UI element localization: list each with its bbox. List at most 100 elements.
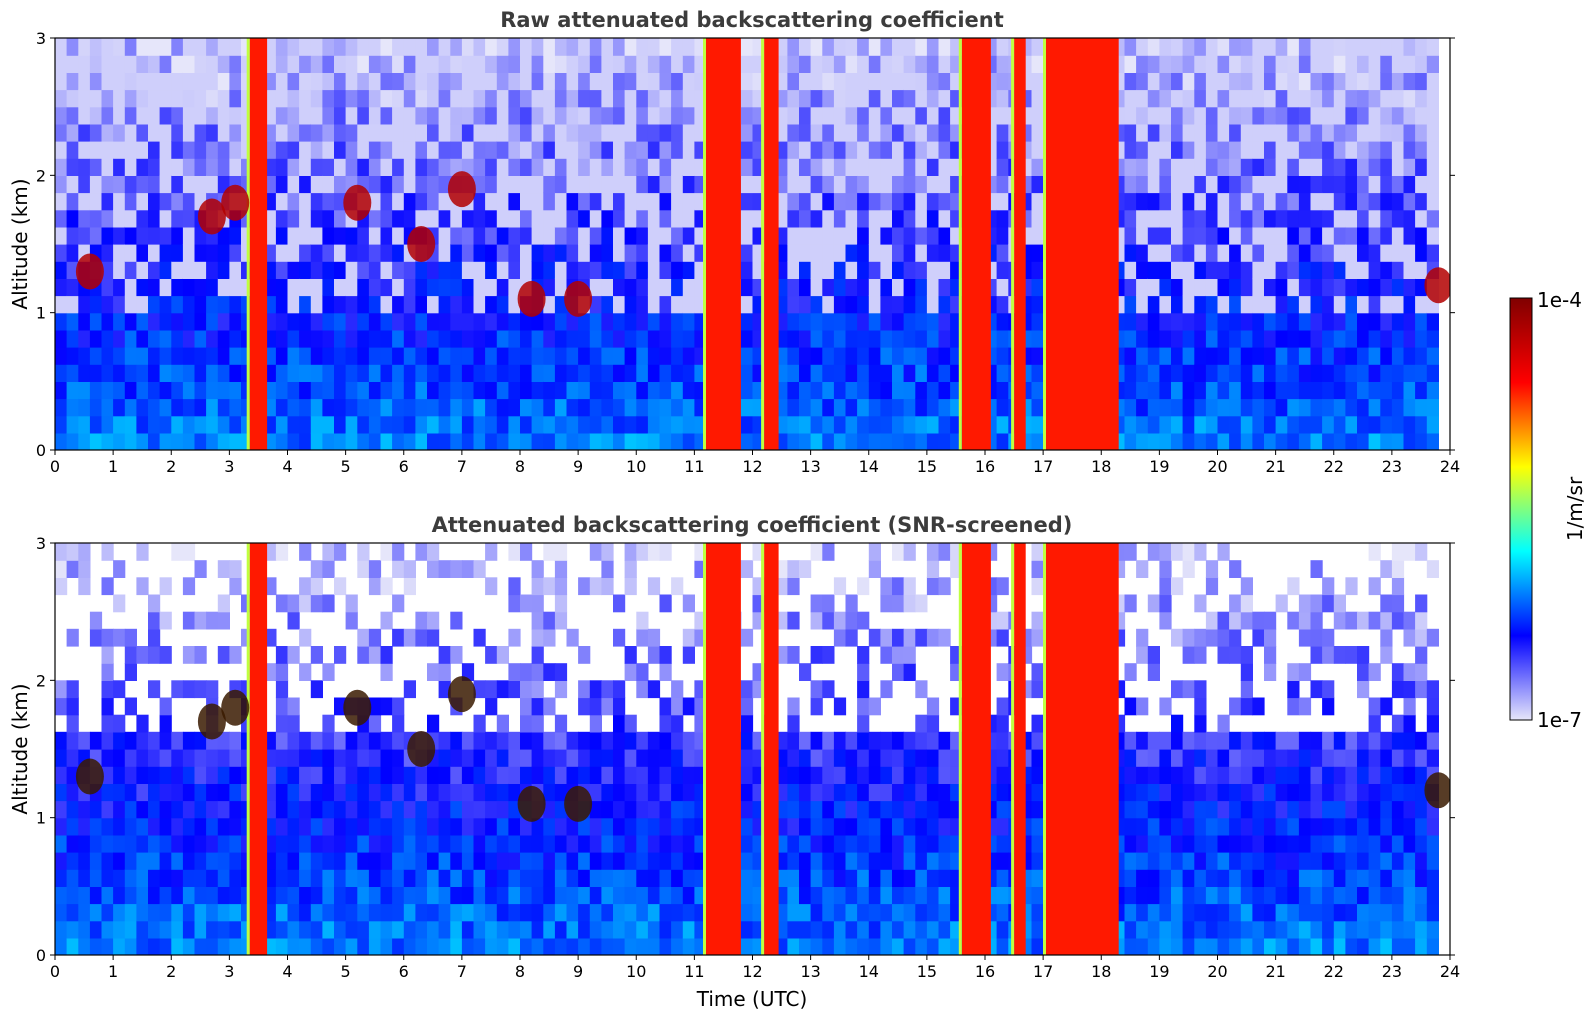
heatmap-cell bbox=[217, 312, 230, 331]
heatmap-cell bbox=[485, 680, 498, 699]
heatmap-cell bbox=[136, 278, 149, 297]
heatmap-cell bbox=[287, 646, 300, 664]
heatmap-cell bbox=[589, 312, 602, 331]
heatmap-cell bbox=[1229, 749, 1242, 767]
heatmap-cell bbox=[461, 244, 475, 262]
heatmap-cell bbox=[1310, 192, 1323, 211]
heatmap-cell bbox=[938, 106, 951, 125]
heatmap-cell bbox=[1333, 869, 1346, 887]
heatmap-cell bbox=[845, 432, 858, 450]
heatmap-cell bbox=[554, 680, 568, 699]
heatmap-cell bbox=[124, 628, 137, 647]
heatmap-cell bbox=[857, 646, 870, 664]
heatmap-cell bbox=[392, 903, 405, 922]
heatmap-cell bbox=[601, 141, 614, 159]
heatmap-cell bbox=[1345, 432, 1358, 450]
heatmap-cell bbox=[1194, 817, 1207, 836]
heatmap-cell bbox=[799, 55, 812, 73]
heatmap-cell bbox=[1415, 278, 1428, 297]
heatmap-cell bbox=[996, 72, 1009, 91]
heatmap-cell bbox=[287, 244, 300, 262]
heatmap-cell bbox=[1124, 226, 1137, 245]
heatmap-cell bbox=[299, 244, 312, 262]
heatmap-cell bbox=[334, 697, 347, 716]
heatmap-cell bbox=[113, 209, 126, 228]
heatmap-cell bbox=[1426, 72, 1439, 91]
heatmap-cell bbox=[938, 209, 951, 228]
heatmap-cell bbox=[601, 123, 614, 142]
heatmap-cell bbox=[892, 646, 905, 664]
heatmap-cell bbox=[171, 398, 184, 417]
heatmap-cell bbox=[1124, 38, 1137, 56]
heatmap-cell bbox=[671, 731, 684, 750]
heatmap-cell bbox=[496, 834, 509, 853]
heatmap-cell bbox=[508, 903, 521, 922]
heatmap-cell bbox=[1229, 783, 1242, 802]
heatmap-cell bbox=[55, 261, 68, 279]
heatmap-cell bbox=[857, 244, 870, 262]
heatmap-cell bbox=[171, 312, 184, 331]
heatmap-cell bbox=[787, 749, 800, 767]
heatmap-cell bbox=[520, 834, 533, 853]
heatmap-cell bbox=[508, 329, 521, 348]
heatmap-cell bbox=[229, 749, 242, 767]
heatmap-cell bbox=[194, 680, 207, 699]
heatmap-cell bbox=[892, 175, 905, 194]
heatmap-cell bbox=[287, 175, 300, 194]
heatmap-cell bbox=[450, 89, 463, 108]
heatmap-cell bbox=[833, 800, 847, 819]
heatmap-cell bbox=[299, 347, 312, 365]
heatmap-cell bbox=[1205, 141, 1219, 159]
heatmap-cell bbox=[403, 261, 416, 279]
heatmap-cell bbox=[310, 920, 323, 939]
heatmap-cell bbox=[857, 731, 870, 750]
heatmap-cell bbox=[1194, 432, 1207, 450]
heatmap-cell bbox=[868, 312, 881, 331]
heatmap-cell bbox=[380, 834, 393, 853]
heatmap-cell bbox=[113, 783, 126, 802]
heatmap-cell bbox=[880, 594, 893, 613]
heatmap-cell bbox=[1391, 123, 1405, 142]
heatmap-cell bbox=[1415, 244, 1428, 262]
heatmap-cell bbox=[1252, 903, 1265, 922]
heatmap-cell bbox=[636, 937, 649, 955]
heatmap-cell bbox=[1298, 364, 1312, 382]
heatmap-cell bbox=[136, 261, 149, 279]
heatmap-cell bbox=[857, 415, 870, 434]
heatmap-cell bbox=[857, 817, 870, 836]
heatmap-cell bbox=[485, 226, 498, 245]
heatmap-cell bbox=[1229, 646, 1242, 664]
heatmap-cell bbox=[531, 192, 544, 211]
heatmap-cell bbox=[1136, 312, 1149, 331]
heatmap-cell bbox=[996, 697, 1009, 716]
heatmap-cell bbox=[554, 577, 568, 596]
heatmap-cell bbox=[1240, 329, 1253, 348]
heatmap-cell bbox=[1310, 295, 1323, 314]
heatmap-cell bbox=[1368, 886, 1381, 905]
heatmap-cell bbox=[647, 158, 661, 176]
heatmap-cell bbox=[1240, 244, 1253, 262]
heatmap-cell bbox=[996, 158, 1009, 176]
heatmap-cell bbox=[613, 141, 626, 159]
heatmap-cell bbox=[589, 89, 602, 108]
heatmap-cell bbox=[171, 158, 184, 176]
heatmap-cell bbox=[159, 312, 172, 331]
heatmap-cell bbox=[496, 244, 509, 262]
heatmap-cell bbox=[334, 158, 347, 176]
heatmap-cell bbox=[275, 158, 289, 176]
heatmap-cell bbox=[554, 903, 568, 922]
heatmap-cell bbox=[287, 783, 300, 802]
heatmap-cell bbox=[659, 663, 672, 681]
heatmap-cell bbox=[1147, 175, 1160, 194]
heatmap-cell bbox=[264, 226, 277, 245]
heatmap-cell bbox=[101, 123, 114, 142]
heatmap-cell bbox=[392, 817, 405, 836]
heatmap-cell bbox=[659, 55, 672, 73]
heatmap-cell bbox=[1124, 834, 1137, 853]
heatmap-cell bbox=[1322, 920, 1335, 939]
heatmap-cell bbox=[926, 937, 940, 955]
heatmap-cell bbox=[799, 903, 812, 922]
heatmap-cell bbox=[182, 800, 196, 819]
heatmap-cell bbox=[1194, 347, 1207, 365]
heatmap-cell bbox=[55, 577, 68, 596]
